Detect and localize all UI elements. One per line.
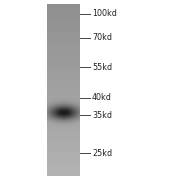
Text: 55kd: 55kd	[92, 62, 112, 71]
Text: 40kd: 40kd	[92, 93, 112, 102]
Text: 35kd: 35kd	[92, 111, 112, 120]
Text: 100kd: 100kd	[92, 10, 117, 19]
Text: 25kd: 25kd	[92, 148, 112, 158]
Text: 70kd: 70kd	[92, 33, 112, 42]
